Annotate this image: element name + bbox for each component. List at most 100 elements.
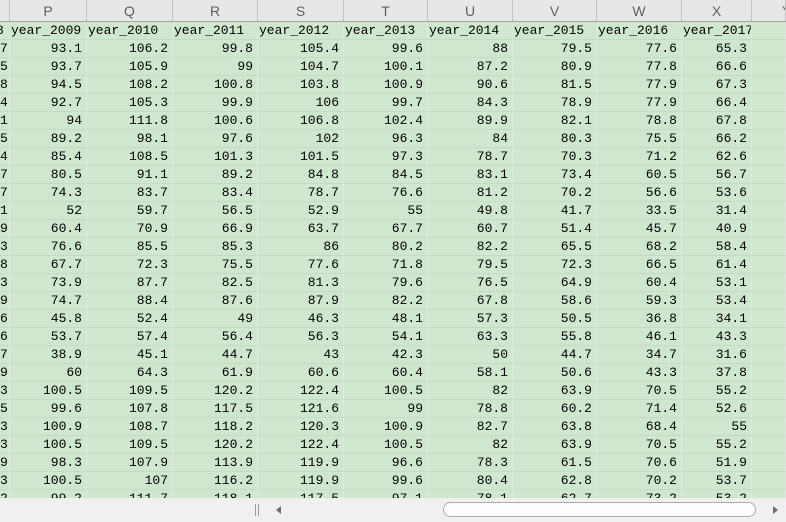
cell[interactable]: 62.7 xyxy=(513,490,597,498)
cell[interactable]: 46.1 xyxy=(597,328,682,346)
cell[interactable]: 77.8 xyxy=(597,58,682,76)
cell[interactable]: 63.7 xyxy=(258,220,344,238)
cell[interactable]: 78.1 xyxy=(428,490,513,498)
cell[interactable]: 72.3 xyxy=(87,256,173,274)
cell[interactable]: 109.5 xyxy=(87,436,173,454)
cell[interactable]: 58.6 xyxy=(513,292,597,310)
cell[interactable]: 50.5 xyxy=(513,310,597,328)
cell[interactable]: 107 xyxy=(87,472,173,490)
cell[interactable]: 82 xyxy=(428,382,513,400)
cell[interactable]: 120.3 xyxy=(258,418,344,436)
cell-stub[interactable]: 5 xyxy=(0,400,10,418)
cell[interactable]: 94 xyxy=(10,112,87,130)
cell[interactable]: 67.3 xyxy=(682,76,752,94)
cell[interactable]: 85.4 xyxy=(10,148,87,166)
cell[interactable]: 45.7 xyxy=(597,220,682,238)
cell[interactable]: 105.4 xyxy=(258,40,344,58)
cell[interactable]: 73.9 xyxy=(10,274,87,292)
cell-stub[interactable]: 3 xyxy=(0,436,10,454)
cell-partial-y[interactable] xyxy=(752,238,786,256)
column-header-X[interactable]: X xyxy=(682,0,752,21)
cell-stub[interactable]: 9 xyxy=(0,292,10,310)
cell[interactable]: 80.4 xyxy=(428,472,513,490)
cell[interactable]: 90.6 xyxy=(428,76,513,94)
cell[interactable]: 99.2 xyxy=(10,490,87,498)
cell[interactable]: 68.2 xyxy=(597,238,682,256)
cell[interactable]: 98.1 xyxy=(87,130,173,148)
cell[interactable]: 78.7 xyxy=(428,148,513,166)
cell[interactable]: 78.8 xyxy=(597,112,682,130)
cell[interactable]: 31.6 xyxy=(682,346,752,364)
year-header-cell[interactable]: year_2011 xyxy=(173,22,258,40)
scroll-right-button[interactable] xyxy=(767,502,783,518)
cell[interactable]: 87.2 xyxy=(428,58,513,76)
cell[interactable]: 34.7 xyxy=(597,346,682,364)
cell[interactable]: 102.4 xyxy=(344,112,428,130)
cell[interactable]: 59.3 xyxy=(597,292,682,310)
cell-stub[interactable]: 4 xyxy=(0,94,10,112)
cell[interactable]: 43.3 xyxy=(597,364,682,382)
cell[interactable]: 99.7 xyxy=(344,94,428,112)
cell[interactable]: 55 xyxy=(682,418,752,436)
cell[interactable]: 70.6 xyxy=(597,454,682,472)
cell[interactable]: 108.7 xyxy=(87,418,173,436)
cell[interactable]: 73.4 xyxy=(513,166,597,184)
cell[interactable]: 70.2 xyxy=(513,184,597,202)
cell[interactable]: 107.9 xyxy=(87,454,173,472)
cell[interactable]: 102 xyxy=(258,130,344,148)
cell[interactable]: 58.1 xyxy=(428,364,513,382)
cell[interactable]: 100.5 xyxy=(10,382,87,400)
cell[interactable]: 60.2 xyxy=(513,400,597,418)
cell[interactable]: 63.3 xyxy=(428,328,513,346)
year-header-cell[interactable]: year_2014 xyxy=(428,22,513,40)
cell[interactable]: 122.4 xyxy=(258,382,344,400)
cell[interactable]: 66.5 xyxy=(597,256,682,274)
cell[interactable]: 93.1 xyxy=(10,40,87,58)
cell[interactable]: 61.4 xyxy=(682,256,752,274)
cell[interactable]: 82 xyxy=(428,436,513,454)
cell[interactable]: 99.9 xyxy=(173,94,258,112)
cell[interactable]: 55.2 xyxy=(682,382,752,400)
cell[interactable]: 109.5 xyxy=(87,382,173,400)
cell[interactable]: 55.2 xyxy=(682,436,752,454)
cell[interactable]: 51.4 xyxy=(513,220,597,238)
cell[interactable]: 59.7 xyxy=(87,202,173,220)
cell-stub[interactable]: 6 xyxy=(0,310,10,328)
year-header-cell[interactable]: year_2013 xyxy=(344,22,428,40)
column-header-stub[interactable] xyxy=(0,0,10,21)
cell-partial-y[interactable] xyxy=(752,400,786,418)
cell[interactable]: 61.9 xyxy=(173,364,258,382)
cell[interactable]: 53.2 xyxy=(682,490,752,498)
cell-partial-y[interactable] xyxy=(752,220,786,238)
cell[interactable]: 100.5 xyxy=(10,472,87,490)
cell[interactable]: 119.9 xyxy=(258,472,344,490)
cell[interactable]: 96.3 xyxy=(344,130,428,148)
cell[interactable]: 84.3 xyxy=(428,94,513,112)
cell[interactable]: 99.6 xyxy=(10,400,87,418)
cell[interactable]: 65.3 xyxy=(682,40,752,58)
year-header-cell[interactable]: year_2012 xyxy=(258,22,344,40)
cell[interactable]: 82.7 xyxy=(428,418,513,436)
cell[interactable]: 101.3 xyxy=(173,148,258,166)
cell[interactable]: 50 xyxy=(428,346,513,364)
cell[interactable]: 100.9 xyxy=(10,418,87,436)
cell[interactable]: 120.2 xyxy=(173,436,258,454)
cell[interactable]: 78.7 xyxy=(258,184,344,202)
cell-stub[interactable]: 7 xyxy=(0,166,10,184)
column-header-P[interactable]: P xyxy=(10,0,87,21)
cell[interactable]: 100.1 xyxy=(344,58,428,76)
cell[interactable]: 58.4 xyxy=(682,238,752,256)
cell[interactable]: 82.2 xyxy=(428,238,513,256)
cell[interactable]: 67.8 xyxy=(428,292,513,310)
cell-partial-y[interactable] xyxy=(752,472,786,490)
cell-stub[interactable]: 3 xyxy=(0,418,10,436)
cell[interactable]: 99.6 xyxy=(344,40,428,58)
cell[interactable]: 98.3 xyxy=(10,454,87,472)
year-header-cell[interactable]: year_2010 xyxy=(87,22,173,40)
cell[interactable]: 84 xyxy=(428,130,513,148)
cell[interactable]: 99.6 xyxy=(344,472,428,490)
cell[interactable]: 38.9 xyxy=(10,346,87,364)
cell[interactable]: 36.8 xyxy=(597,310,682,328)
cell-stub[interactable]: 7 xyxy=(0,346,10,364)
cell[interactable]: 52.6 xyxy=(682,400,752,418)
